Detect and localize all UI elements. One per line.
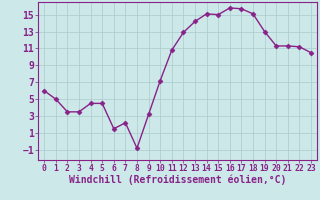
X-axis label: Windchill (Refroidissement éolien,°C): Windchill (Refroidissement éolien,°C) xyxy=(69,175,286,185)
